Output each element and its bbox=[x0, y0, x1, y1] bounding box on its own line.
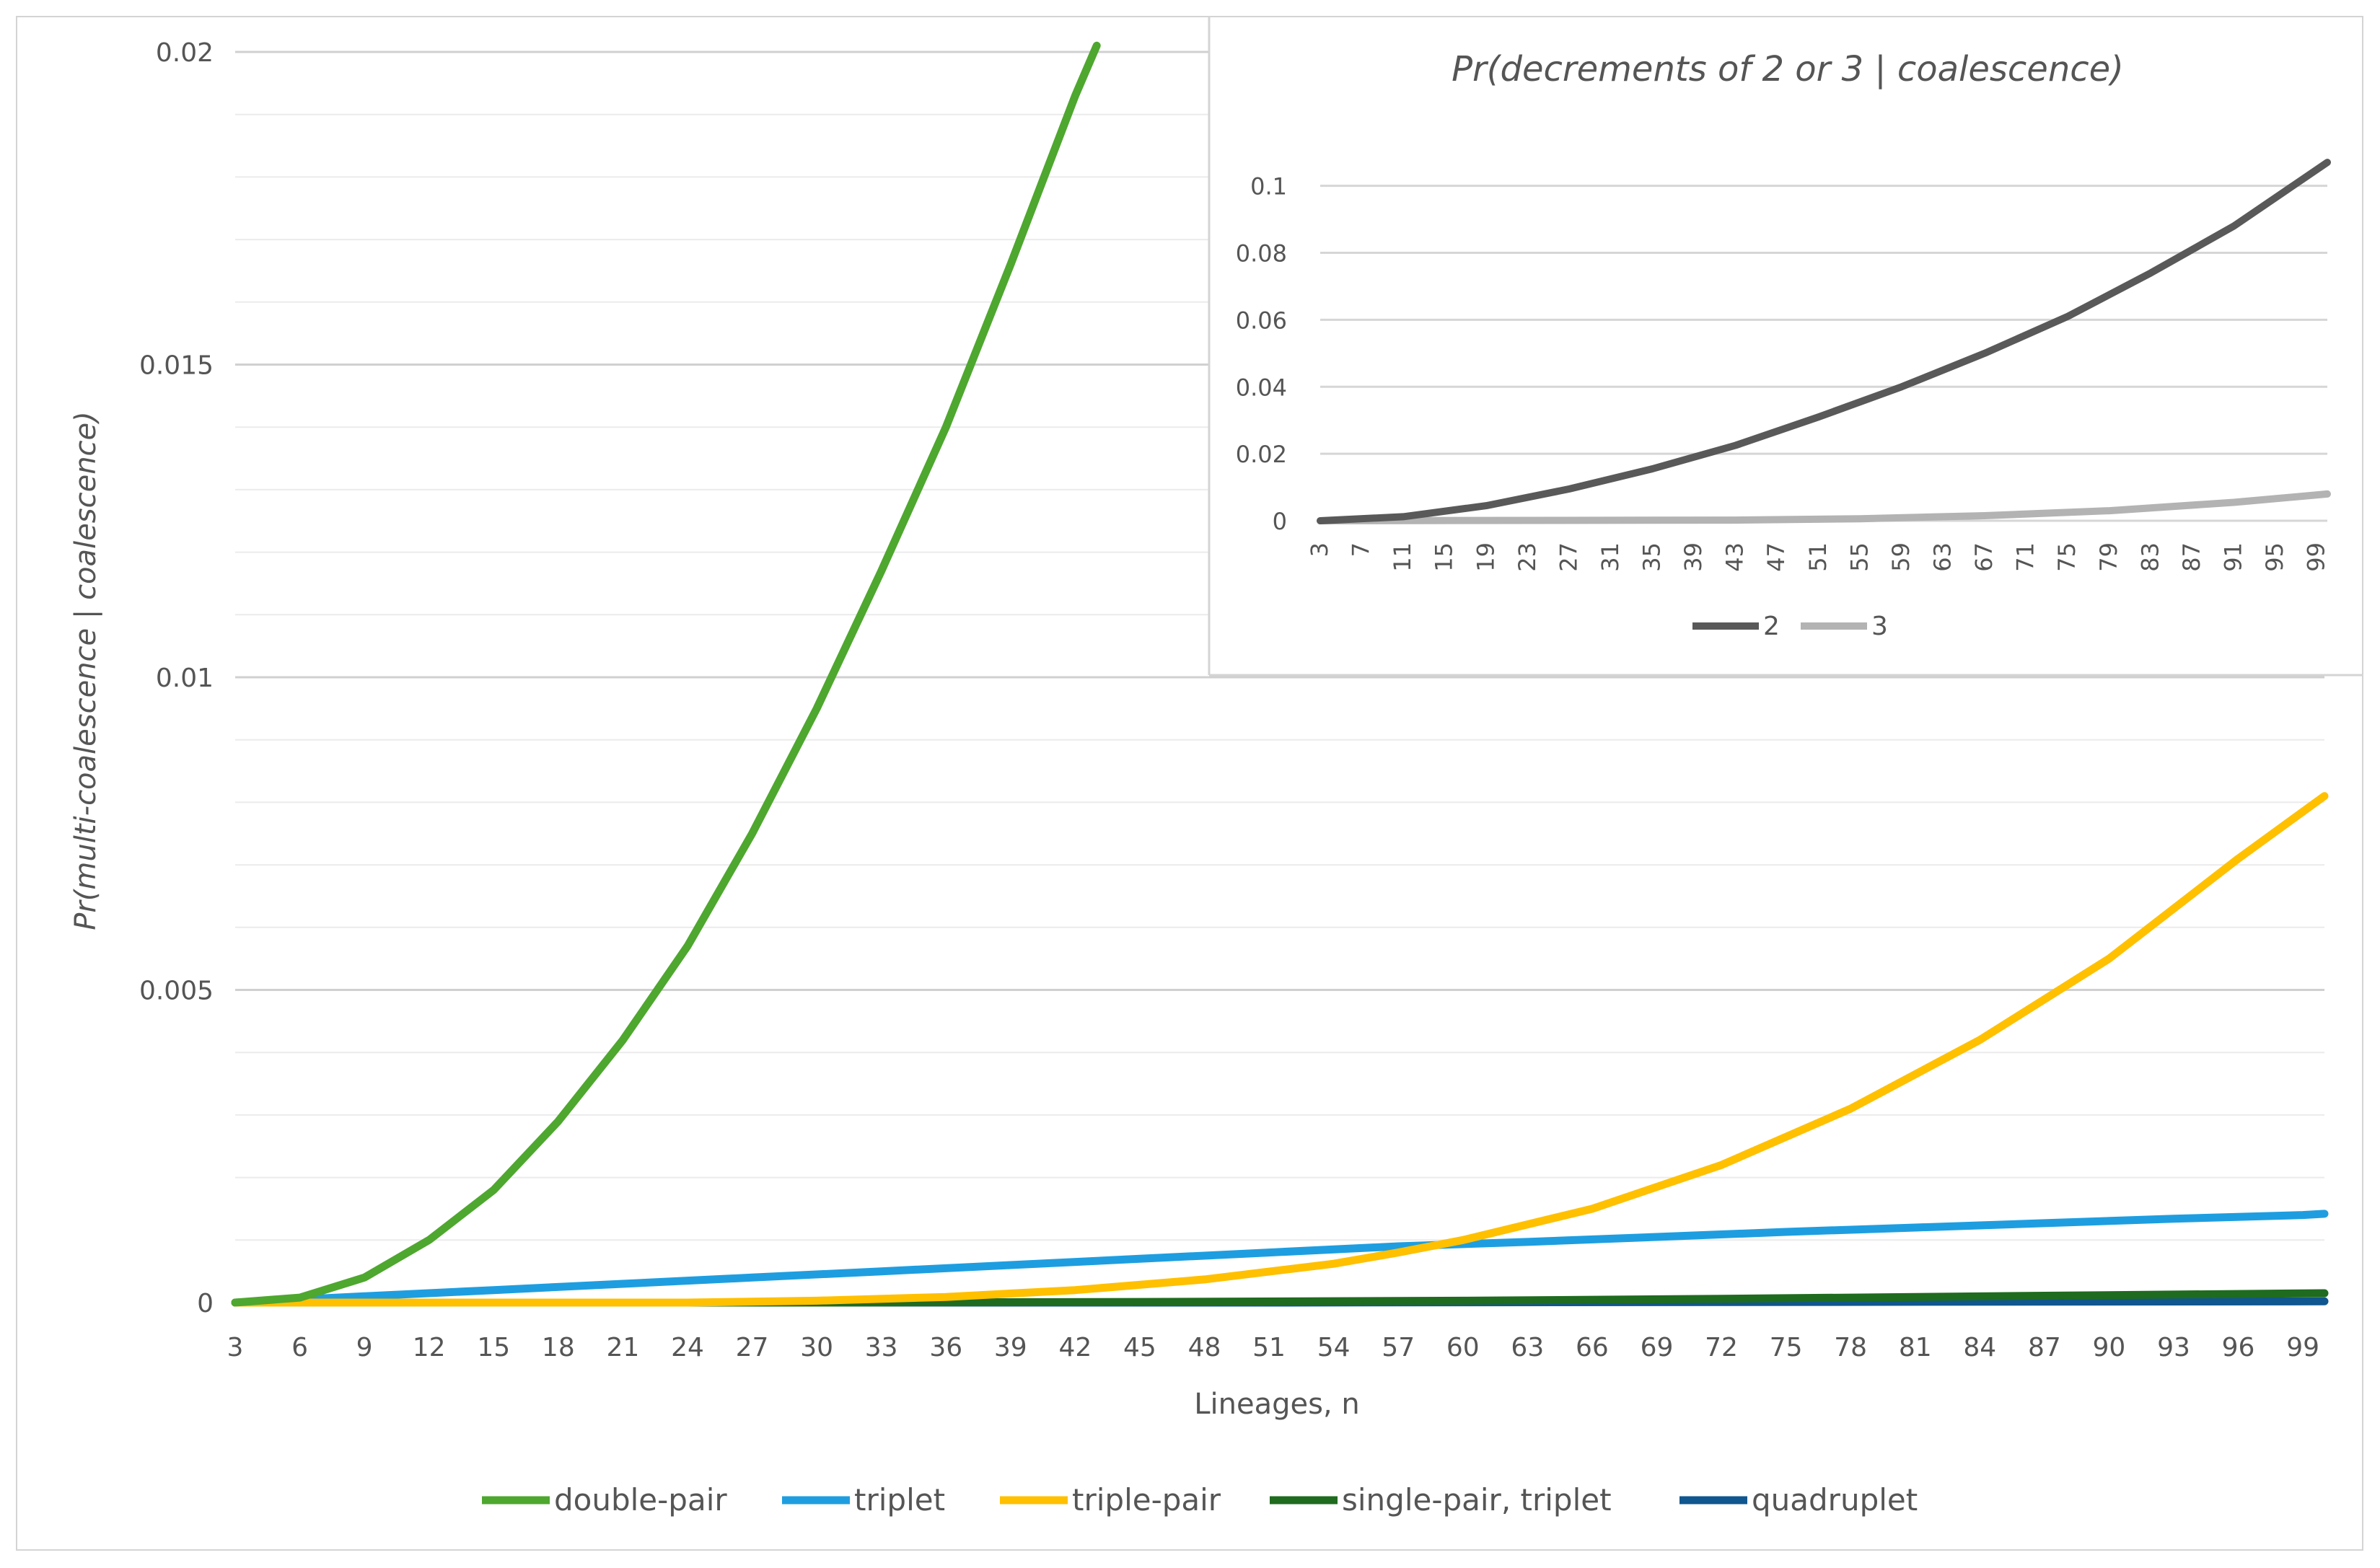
inset-x-tick-label: 51 bbox=[1804, 542, 1832, 572]
x-tick-label: 72 bbox=[1705, 1333, 1738, 1362]
x-tick-label: 6 bbox=[291, 1333, 308, 1362]
inset-x-tick-label: 63 bbox=[1929, 542, 1957, 572]
x-tick-label: 69 bbox=[1641, 1333, 1674, 1362]
y-tick-label: 0.02 bbox=[156, 38, 214, 68]
x-tick-label: 9 bbox=[356, 1333, 373, 1362]
x-tick-label: 27 bbox=[736, 1333, 769, 1362]
x-tick-label: 54 bbox=[1317, 1333, 1351, 1362]
x-tick-label: 87 bbox=[2028, 1333, 2061, 1362]
inset-series-line-2 bbox=[1317, 159, 2331, 524]
x-tick-label: 36 bbox=[929, 1333, 962, 1362]
x-tick-label: 96 bbox=[2222, 1333, 2255, 1362]
inset-x-tick-label: 15 bbox=[1431, 542, 1458, 572]
inset-x-tick-label: 11 bbox=[1389, 542, 1416, 572]
legend-label: quadruplet bbox=[1752, 1482, 1918, 1518]
series-line-triplet bbox=[231, 1210, 2329, 1307]
inset-x-tick-label: 83 bbox=[2136, 542, 2164, 572]
inset-y-tick-label: 0 bbox=[1273, 508, 1287, 535]
x-tick-label: 18 bbox=[542, 1333, 575, 1362]
inset-panel bbox=[1209, 17, 2362, 675]
inset-y-tick-label: 0.04 bbox=[1236, 374, 1287, 401]
x-tick-label: 15 bbox=[477, 1333, 510, 1362]
inset-series-lines bbox=[1317, 159, 2331, 524]
y-tick-label: 0.005 bbox=[139, 977, 214, 1006]
inset-x-tick-label: 87 bbox=[2178, 542, 2205, 572]
y-tick-label: 0.01 bbox=[156, 664, 214, 693]
x-tick-label: 57 bbox=[1382, 1333, 1415, 1362]
legend-label: triple-pair bbox=[1072, 1482, 1221, 1518]
inset-x-tick-label: 55 bbox=[1845, 542, 1873, 572]
x-tick-label: 81 bbox=[1899, 1333, 1932, 1362]
inset-x-tick-label: 7 bbox=[1348, 542, 1375, 557]
x-tick-label: 3 bbox=[227, 1333, 244, 1362]
inset-y-tick-label: 0.1 bbox=[1250, 173, 1287, 201]
x-tick-label: 63 bbox=[1511, 1333, 1544, 1362]
inset-x-tick-label: 35 bbox=[1638, 542, 1666, 572]
x-tick-label: 78 bbox=[1834, 1333, 1867, 1362]
inset-x-tick-label: 95 bbox=[2261, 542, 2288, 572]
inset-title: Pr(decrements of 2 or 3 | coalescence) bbox=[1452, 49, 2124, 89]
series-line-triple-pair bbox=[231, 792, 2329, 1307]
inset-y-tick-label: 0.06 bbox=[1236, 307, 1287, 334]
inset-x-tick-label: 59 bbox=[1887, 542, 1915, 572]
x-tick-label: 48 bbox=[1188, 1333, 1221, 1362]
x-tick-label: 39 bbox=[994, 1333, 1027, 1362]
inset-x-tick-label: 91 bbox=[2219, 542, 2247, 572]
legend-label: double-pair bbox=[554, 1482, 727, 1518]
x-tick-label: 60 bbox=[1446, 1333, 1480, 1362]
inset-x-tick-label: 99 bbox=[2303, 542, 2330, 572]
x-tick-label: 30 bbox=[800, 1333, 833, 1362]
inset-x-tick-label: 23 bbox=[1514, 542, 1541, 572]
x-tick-label: 90 bbox=[2093, 1333, 2126, 1362]
inset-x-tick-label: 79 bbox=[2095, 542, 2122, 572]
main-legend: double-pair triplet triple-pair single-pair… bbox=[482, 1482, 1918, 1518]
inset-x-tick-label: 71 bbox=[2012, 542, 2039, 572]
inset-x-tick-labels: 3 7 11 15 19 23 27 31 35 39 43 47 51 55 59 63 67 71 75 79 83… bbox=[1306, 542, 2330, 572]
x-tick-label: 75 bbox=[1770, 1333, 1803, 1362]
main-y-axis-title: Pr(multi-coalescence | coalescence) bbox=[69, 411, 102, 930]
x-tick-label: 45 bbox=[1123, 1333, 1156, 1362]
x-tick-label: 33 bbox=[865, 1333, 898, 1362]
inset-y-tick-labels: 0 0.02 0.04 0.06 0.08 0.1 bbox=[1236, 173, 1287, 535]
inset-y-tick-label: 0.02 bbox=[1236, 441, 1287, 468]
x-tick-label: 12 bbox=[413, 1333, 446, 1362]
inset-x-tick-label: 75 bbox=[2053, 542, 2081, 572]
y-tick-label: 0 bbox=[197, 1289, 214, 1318]
inset-x-tick-label: 39 bbox=[1679, 542, 1707, 572]
inset-x-tick-label: 27 bbox=[1555, 542, 1582, 572]
inset-x-tick-label: 43 bbox=[1721, 542, 1749, 572]
inset-x-tick-label: 19 bbox=[1472, 542, 1499, 572]
x-tick-label: 21 bbox=[606, 1333, 639, 1362]
inset-x-tick-label: 47 bbox=[1762, 542, 1790, 572]
legend-label: triplet bbox=[854, 1482, 945, 1518]
inset-x-tick-label: 67 bbox=[1970, 542, 1998, 572]
x-tick-label: 99 bbox=[2286, 1333, 2319, 1362]
main-x-axis-title: Lineages, n bbox=[1194, 1388, 1360, 1421]
main-y-tick-labels: 0 0.005 0.01 0.015 0.02 bbox=[139, 38, 214, 1318]
legend-label: single-pair, triplet bbox=[1342, 1482, 1612, 1518]
inset-x-tick-label: 31 bbox=[1597, 542, 1624, 572]
x-tick-label: 42 bbox=[1058, 1333, 1092, 1362]
series-line-double-pair bbox=[231, 41, 1101, 1307]
x-tick-label: 24 bbox=[671, 1333, 704, 1362]
inset-legend-label: 2 bbox=[1763, 612, 1780, 641]
x-tick-label: 51 bbox=[1252, 1333, 1286, 1362]
x-tick-label: 84 bbox=[1963, 1333, 1996, 1362]
x-tick-label: 93 bbox=[2157, 1333, 2190, 1362]
inset-legend-label: 3 bbox=[1871, 612, 1888, 641]
x-tick-label: 66 bbox=[1576, 1333, 1609, 1362]
main-series-lines bbox=[231, 41, 2329, 1307]
main-x-tick-labels: 3 6 9 12 15 18 21 24 27 30 33 36 39 42 45 48 51 54 57 60 63 6… bbox=[227, 1333, 2320, 1362]
y-tick-label: 0.015 bbox=[139, 351, 214, 381]
inset-y-tick-label: 0.08 bbox=[1236, 240, 1287, 268]
inset-series-line-3 bbox=[1317, 490, 2331, 524]
inset-x-tick-label: 3 bbox=[1306, 542, 1333, 557]
